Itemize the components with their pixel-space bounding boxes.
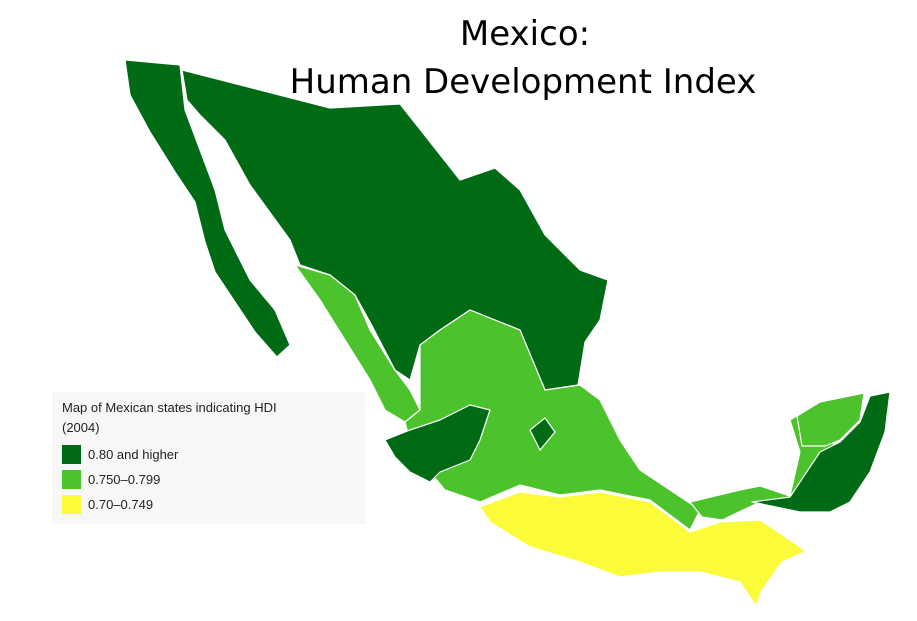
title-line: Mexico:	[460, 14, 590, 54]
state-region	[529, 417, 556, 451]
legend-title: Map of Mexican states indicating HDI	[62, 400, 277, 415]
state-region	[479, 491, 807, 607]
state-region	[796, 392, 865, 447]
legend-box	[52, 392, 366, 524]
legend-label: 0.70–0.749	[88, 497, 153, 512]
state-region	[124, 59, 291, 358]
legend-swatch	[62, 495, 81, 514]
states-layer	[124, 59, 891, 607]
title-line: Human Development Index	[290, 62, 757, 102]
legend-title: (2004)	[62, 420, 100, 435]
legend-swatch	[62, 470, 81, 489]
state-region	[384, 404, 491, 483]
legend: Map of Mexican states indicating HDI (20…	[52, 392, 366, 524]
legend-swatch	[62, 445, 81, 464]
legend-label: 0.750–0.799	[88, 472, 160, 487]
state-region	[751, 391, 891, 513]
legend-label: 0.80 and higher	[88, 447, 179, 462]
